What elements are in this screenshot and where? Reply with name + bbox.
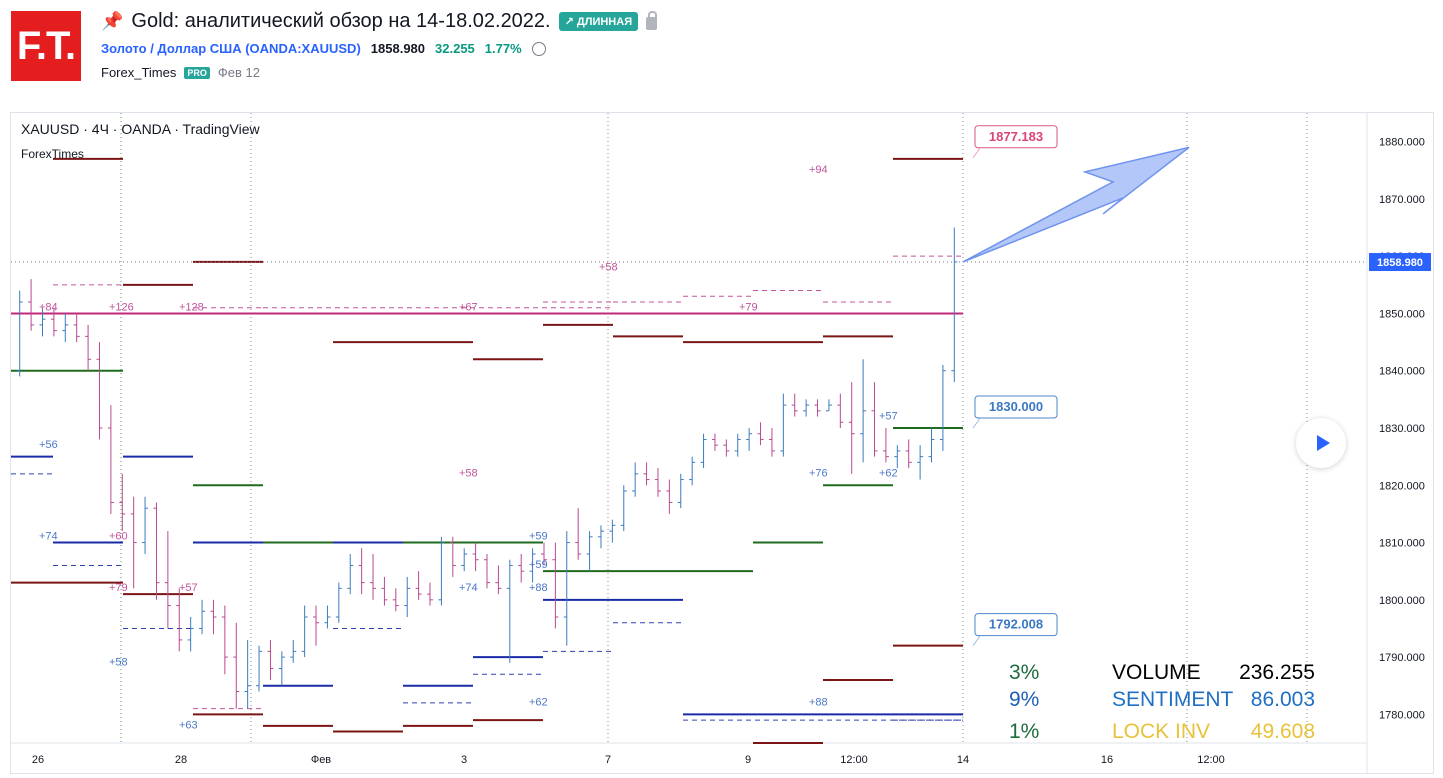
x-tick-label: 9	[745, 754, 751, 766]
idea-title: Gold: аналитический обзор на 14-18.02.20…	[131, 10, 551, 32]
chart-legend-symbol: XAUUSD · 4Ч · OANDA · TradingView	[21, 121, 260, 137]
level-annotation: +88	[809, 697, 828, 709]
stat-label: SENTIMENT	[1112, 688, 1234, 711]
level-annotation: +57	[179, 582, 198, 594]
level-annotation: +63	[179, 720, 198, 732]
level-annotation: +58	[459, 468, 478, 480]
y-tick-label: 1810.000	[1379, 538, 1425, 550]
author-row: Forex_Times PRO Фев 12	[101, 65, 260, 80]
callout-box	[974, 613, 1058, 637]
level-annotation: +60	[109, 531, 128, 543]
stat-value: 49.608	[1251, 720, 1315, 743]
level-annotation: +76	[809, 468, 828, 480]
chart-legend-indicator: ForexTimes	[21, 147, 84, 161]
last-price: 1858.980	[370, 41, 426, 56]
chart-container[interactable]: 1880.0001870.0001860.0001850.0001840.000…	[10, 112, 1434, 774]
x-tick-label: Фев	[311, 754, 331, 766]
forecast-arrow	[962, 146, 1190, 263]
level-annotation: +74	[459, 582, 478, 594]
level-annotation: +84	[39, 301, 58, 313]
callout-label: 1792.008	[989, 617, 1043, 632]
level-annotation: +56	[39, 439, 58, 451]
play-icon	[1316, 435, 1330, 451]
x-tick-label: 16	[1101, 754, 1113, 766]
level-annotation: +57	[879, 410, 898, 422]
x-tick-label: 12:00	[840, 754, 868, 766]
y-tick-label: 1830.000	[1379, 423, 1425, 435]
level-annotation: +74	[39, 531, 58, 543]
direction-badge: ↗ ДЛИННАЯ	[558, 12, 639, 31]
stat-value: 236.255	[1239, 661, 1315, 684]
callout-box	[974, 395, 1058, 419]
y-tick-label: 1820.000	[1379, 480, 1425, 492]
x-tick-label: 28	[175, 754, 187, 766]
level-annotation: +67	[459, 301, 478, 313]
y-tick-label: 1850.000	[1379, 308, 1425, 320]
symbol-row: Золото / Доллар США (OANDA:XAUUSD) 1858.…	[101, 41, 546, 56]
level-annotation: +94	[809, 164, 828, 176]
stat-percent: 3%	[1009, 661, 1039, 684]
author-name[interactable]: Forex_Times	[101, 65, 177, 80]
y-tick-label: 1800.000	[1379, 595, 1425, 607]
y-tick-label: 1780.000	[1379, 709, 1425, 721]
y-tick-label: 1870.000	[1379, 194, 1425, 206]
level-annotation: +62	[529, 697, 548, 709]
x-tick-label: 26	[32, 754, 44, 766]
level-annotation: +88	[529, 582, 548, 594]
stat-label: VOLUME	[1112, 661, 1201, 684]
pro-badge: PRO	[184, 66, 210, 79]
play-button[interactable]	[1296, 418, 1346, 468]
stat-label: LOCK INV	[1112, 720, 1210, 743]
x-tick-label: 3	[461, 754, 467, 766]
stat-percent: 9%	[1009, 688, 1039, 711]
level-annotation: +59	[529, 531, 548, 543]
callout-box	[974, 125, 1058, 149]
stat-percent: 1%	[1009, 720, 1039, 743]
y-tick-label: 1880.000	[1379, 137, 1425, 149]
current-price-tag-label: 1858.980	[1377, 257, 1423, 269]
level-annotation: +128	[179, 301, 204, 313]
callout-label: 1877.183	[989, 129, 1043, 144]
current-price-tag	[1369, 253, 1431, 272]
pin-icon: 📌	[101, 11, 124, 31]
x-tick-label: 12:00	[1197, 754, 1225, 766]
x-tick-label: 14	[957, 754, 969, 766]
level-annotation: +79	[739, 301, 758, 313]
y-tick-label: 1790.000	[1379, 652, 1425, 664]
level-annotation: +58	[109, 657, 128, 669]
alarm-clock-icon[interactable]	[531, 41, 546, 56]
level-annotation: +62	[879, 468, 898, 480]
idea-title-row: 📌 Gold: аналитический обзор на 14-18.02.…	[101, 10, 658, 33]
level-annotation: +79	[109, 582, 128, 594]
publish-date: Фев 12	[217, 65, 260, 80]
level-annotation: +58	[599, 261, 618, 273]
lock-icon	[646, 11, 658, 30]
level-annotation: +126	[109, 301, 134, 313]
price-change: 32.255	[435, 41, 475, 56]
level-annotation: +59	[529, 559, 548, 571]
price-chart[interactable]: 1880.0001870.0001860.0001850.0001840.000…	[11, 113, 1433, 773]
callout-label: 1830.000	[989, 399, 1043, 414]
x-tick-label: 7	[605, 754, 611, 766]
stat-value: 86.003	[1251, 688, 1315, 711]
symbol-link[interactable]: Золото / Доллар США (OANDA:XAUUSD)	[101, 41, 361, 56]
y-tick-label: 1840.000	[1379, 366, 1425, 378]
price-change-pct: 1.77%	[484, 41, 522, 56]
forex-times-logo: F.T.	[11, 11, 81, 81]
